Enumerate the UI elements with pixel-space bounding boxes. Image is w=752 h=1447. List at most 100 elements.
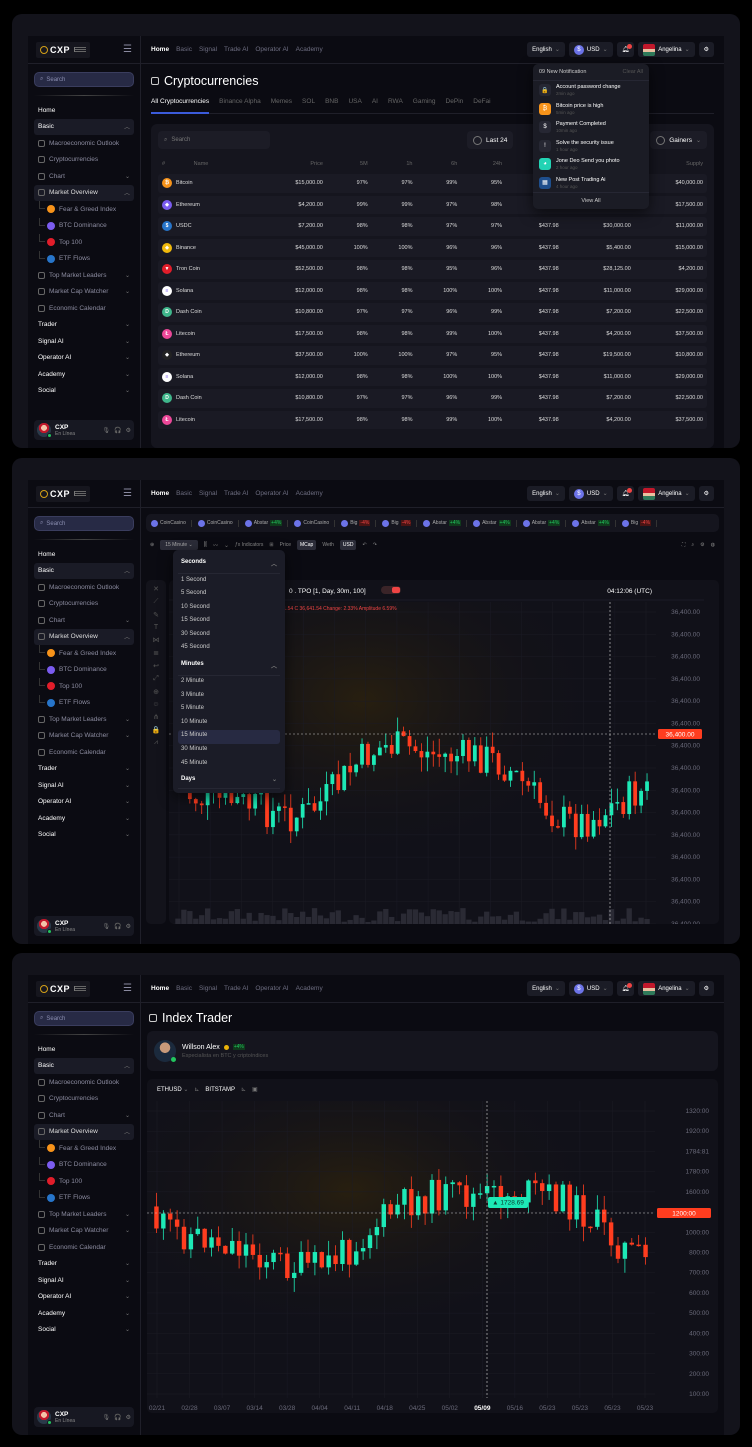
symbol-select[interactable]: ETHUSD ⌄ bbox=[157, 1087, 189, 1093]
usd-toggle[interactable]: USD bbox=[339, 540, 357, 550]
sidebar-item-economic-calendar[interactable]: Economic Calendar bbox=[34, 300, 134, 317]
table-search-input[interactable]: ⌕ Search bbox=[158, 131, 270, 149]
table-row[interactable]: ◈ Binance $45,000.00 100% 100% 96% 96% $437.98 $… bbox=[158, 238, 707, 257]
tab-usa[interactable]: USA bbox=[348, 98, 362, 105]
sidebar-item-etf-flows[interactable]: ETF Flows bbox=[34, 1189, 134, 1207]
sidebar-item-operator-ai[interactable]: Operator AI ⌄ bbox=[38, 798, 130, 806]
price-toggle[interactable]: Price bbox=[279, 542, 291, 548]
notification-item[interactable]: ₿ Bitcoin price is high 5min ago bbox=[533, 100, 649, 119]
brand-logo[interactable]: CXP bbox=[36, 980, 91, 997]
tab-defai[interactable]: DeFai bbox=[473, 98, 491, 105]
sidebar-item-academy[interactable]: Academy ⌄ bbox=[38, 370, 130, 378]
candle-type-icon[interactable]: ⫿⫿ bbox=[203, 542, 207, 548]
topnav-trade-ai[interactable]: Trade AI bbox=[224, 46, 249, 53]
sidebar-item-top-market-leaders[interactable]: Top Market Leaders ⌄ bbox=[34, 267, 134, 284]
topnav-signal[interactable]: Signal bbox=[198, 46, 218, 53]
group-minutes[interactable]: Minutes ︿ bbox=[178, 656, 280, 676]
ticker-item[interactable]: CoinCasino bbox=[151, 519, 192, 527]
screenshot-icon[interactable]: ▣ bbox=[252, 1087, 258, 1093]
timeframe-option[interactable]: 1 Second bbox=[181, 576, 207, 583]
ticker-item[interactable]: CoinCasino bbox=[294, 519, 336, 527]
timeframe-option[interactable]: 45 Minute bbox=[181, 759, 208, 766]
magnet-icon[interactable]: ⋔ bbox=[153, 714, 159, 721]
sidebar-item-btc-dominance[interactable]: BTC Dominance bbox=[34, 1156, 134, 1174]
notification-item[interactable]: ! Solve the security issue 1 hour ago bbox=[533, 137, 649, 156]
column-header[interactable]: 24h bbox=[492, 161, 503, 167]
timeframe-option[interactable]: 15 Minute bbox=[178, 729, 280, 744]
user-card[interactable]: CXP En Línea 🎙 🎧 ⚙ bbox=[34, 1407, 134, 1427]
ticker-item[interactable]: Abstar +4% bbox=[522, 519, 567, 527]
grid-icon[interactable]: ⊞ bbox=[269, 542, 274, 548]
ticker-item[interactable]: Big -4% bbox=[382, 519, 418, 527]
notification-button[interactable]: 🔔︎ bbox=[616, 42, 635, 57]
fullscreen-icon[interactable]: ⛶ bbox=[681, 542, 686, 548]
ticker-item[interactable]: Abstar +4% bbox=[423, 519, 468, 527]
sidebar-item-home[interactable]: Home bbox=[38, 1045, 56, 1053]
user-card[interactable]: CXP En Línea 🎙 🎧 ⚙ bbox=[34, 916, 134, 936]
topnav-trade-ai[interactable]: Trade AI bbox=[224, 490, 249, 497]
emoji-icon[interactable]: ☺ bbox=[152, 701, 160, 708]
table-row[interactable]: ≡ Solana $12,000.00 98% 98% 100% 100% $437.98 $1… bbox=[158, 367, 707, 386]
notification-button[interactable]: 🔔︎ bbox=[616, 981, 635, 996]
tab-depin[interactable]: DePin bbox=[445, 98, 464, 105]
table-row[interactable]: ◆ Ethereum $37,500.00 100% 100% 97% 95% $437.98… bbox=[158, 346, 707, 365]
tab-sol[interactable]: SOL bbox=[302, 98, 316, 105]
sidebar-item-macroeconomic-outlook[interactable]: Macroeconomic Outlook bbox=[34, 135, 134, 152]
mic-icon[interactable]: 🎙 bbox=[102, 923, 111, 930]
ticker-item[interactable]: Big -4% bbox=[341, 519, 377, 527]
topnav-basic[interactable]: Basic bbox=[176, 985, 192, 992]
sidebar-item-etf-flows[interactable]: ETF Flows bbox=[34, 250, 134, 268]
collapse-menu-icon[interactable]: ☰ bbox=[123, 488, 132, 499]
headphones-icon[interactable]: 🎧 bbox=[114, 427, 122, 434]
crosshair-icon[interactable]: ✕ bbox=[153, 586, 159, 593]
topnav-trade-ai[interactable]: Trade AI bbox=[224, 985, 249, 992]
sidebar-item-fear-greed-index[interactable]: Fear & Greed Index bbox=[34, 201, 134, 218]
sidebar-item-trader[interactable]: Trader ⌄ bbox=[38, 765, 130, 773]
group-days[interactable]: Days ⌄ bbox=[178, 771, 280, 789]
sidebar-item-trader[interactable]: Trader ⌄ bbox=[38, 1260, 130, 1268]
sidebar-item-macroeconomic-outlook[interactable]: Macroeconomic Outlook bbox=[34, 579, 134, 596]
measure-icon[interactable]: ⤢ bbox=[153, 675, 159, 682]
tab-memes[interactable]: Memes bbox=[270, 98, 293, 105]
sidebar-item-top-100[interactable]: Top 100 bbox=[34, 1173, 134, 1190]
tab-rwa[interactable]: RWA bbox=[387, 98, 403, 105]
currency-select[interactable]: $ USD ⌄ bbox=[568, 486, 613, 501]
timeframe-option[interactable]: 30 Second bbox=[181, 630, 210, 637]
topnav-operator-ai[interactable]: Operator AI bbox=[255, 490, 289, 497]
sidebar-item-signal-ai[interactable]: Signal AI ⌄ bbox=[38, 1276, 130, 1284]
tab-gaming[interactable]: Gaming bbox=[412, 98, 436, 105]
sidebar-item-market-overview[interactable]: Market Overview ︿ bbox=[34, 628, 134, 645]
sidebar-item-macroeconomic-outlook[interactable]: Macroeconomic Outlook bbox=[34, 1074, 134, 1091]
snapshot-icon[interactable]: ◍ bbox=[710, 542, 715, 548]
timeframe-option[interactable]: 3 Minute bbox=[181, 691, 205, 698]
topnav-academy[interactable]: Academy bbox=[295, 985, 323, 992]
ticker-item[interactable]: Big -4% bbox=[621, 519, 658, 527]
sidebar-item-social[interactable]: Social ⌄ bbox=[38, 1326, 130, 1334]
currency-select[interactable]: $ USD ⌄ bbox=[568, 981, 613, 996]
sidebar-item-chart[interactable]: Chart ⌄ bbox=[34, 612, 134, 629]
language-select[interactable]: English ⌄ bbox=[527, 981, 565, 996]
notification-item[interactable]: ▦ New Post Trading Ai 4 hour ago bbox=[533, 174, 649, 193]
chart-icon[interactable]: ⩘ bbox=[154, 739, 158, 746]
sidebar-item-cryptocurrencies[interactable]: Cryptocurrencies bbox=[34, 596, 134, 613]
pen-icon[interactable]: ✎ bbox=[153, 612, 159, 619]
settings-icon[interactable]: ⚙ bbox=[125, 923, 131, 930]
sidebar-item-market-overview[interactable]: Market Overview ︿ bbox=[34, 1123, 134, 1140]
notification-button[interactable]: 🔔︎ bbox=[616, 486, 635, 501]
settings-button[interactable]: ⚙ bbox=[698, 486, 714, 501]
trader-profile-card[interactable]: Willson Alex +4% Especialista en BTC y cr… bbox=[147, 1031, 718, 1071]
topnav-basic[interactable]: Basic bbox=[176, 490, 192, 497]
table-row[interactable]: $ USDC $7,200.00 98% 98% 97% 97% $437.98 $30,000… bbox=[158, 217, 707, 236]
column-header[interactable]: # bbox=[162, 161, 166, 167]
gainers-filter[interactable]: Gainers ⌄ bbox=[650, 131, 707, 149]
sidebar-search-input[interactable]: ⌕ Search bbox=[34, 72, 134, 87]
column-header[interactable]: 6h bbox=[451, 161, 458, 167]
candlestick-chart[interactable]: 1320:00 1920:00 1784:81 1780:00 1600:00 1200:… bbox=[147, 1079, 713, 1413]
topnav-operator-ai[interactable]: Operator AI bbox=[255, 985, 289, 992]
tab-ai[interactable]: AI bbox=[371, 98, 378, 105]
view-all-button[interactable]: View All bbox=[533, 192, 649, 209]
compare-icon[interactable]: ⊾ bbox=[194, 1087, 200, 1093]
interval-select[interactable]: 15 Minute ⌄ bbox=[160, 540, 198, 550]
sidebar-item-basic[interactable]: Basic ︿ bbox=[34, 562, 134, 579]
timeframe-option[interactable]: 5 Second bbox=[181, 590, 207, 597]
